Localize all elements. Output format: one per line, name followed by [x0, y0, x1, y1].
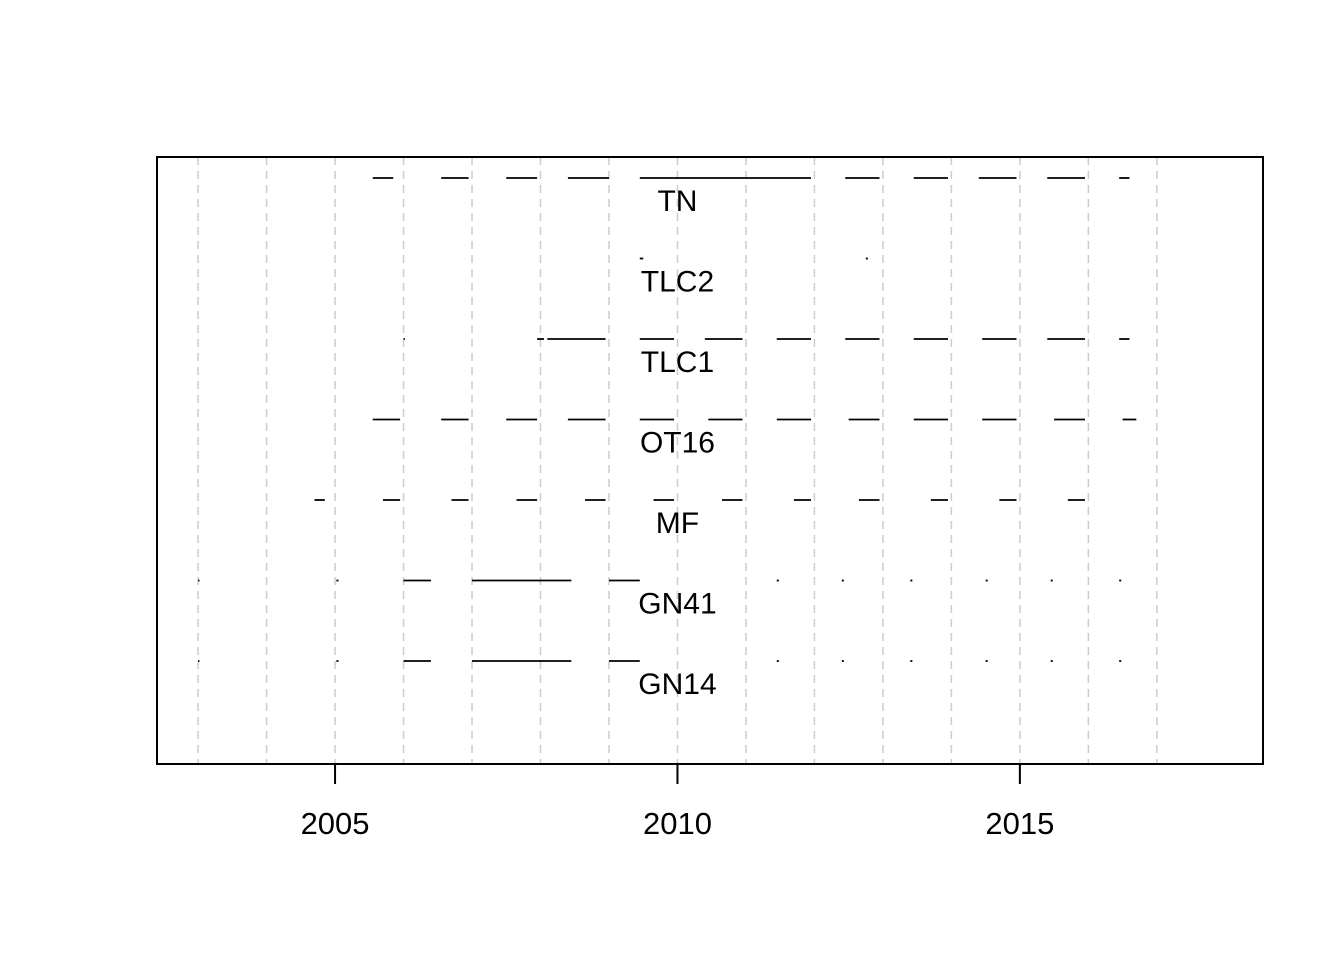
- x-axis: 2005 2010 2015: [301, 764, 1054, 841]
- plot-frame: [156, 156, 1264, 765]
- x-tick-label-2010: 2010: [643, 806, 712, 841]
- x-tick-label-2005: 2005: [301, 806, 370, 841]
- series-label-ot16: OT16: [640, 427, 715, 460]
- series-label-gn14: GN14: [638, 668, 716, 701]
- x-tick-label-2015: 2015: [985, 806, 1054, 841]
- year-gridlines: [197, 157, 1158, 764]
- series-label-tlc2: TLC2: [641, 266, 714, 299]
- series-label-tlc1: TLC1: [641, 346, 714, 379]
- series-label-gn41: GN41: [638, 588, 716, 621]
- series-label-tn: TN: [657, 185, 697, 218]
- series-label-mf: MF: [656, 507, 699, 540]
- series-labels: TN TLC2 TLC1 OT16 MF GN41 GN14: [638, 185, 716, 701]
- series-segments: [198, 177, 1137, 662]
